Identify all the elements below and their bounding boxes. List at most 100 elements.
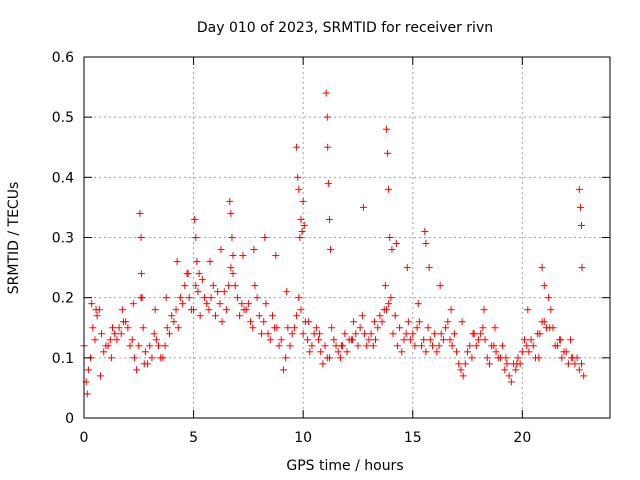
data-point (389, 330, 397, 338)
data-point (540, 282, 548, 290)
data-point (391, 312, 399, 320)
data-point (458, 318, 466, 326)
data-point (415, 318, 423, 326)
data-point (507, 378, 515, 386)
data-point (137, 234, 145, 241)
tick-layer: 0 0.1 0.2 0.3 0.4 0.5 0.6 0 5 10 15 20 (52, 50, 610, 446)
data-point (268, 312, 276, 320)
y-tick-label: 0.1 (52, 351, 74, 367)
data-point (365, 336, 373, 344)
data-point (435, 342, 443, 350)
data-point (402, 330, 410, 338)
y-tick-label: 0 (65, 411, 74, 427)
data-point (295, 294, 303, 302)
data-point (479, 324, 487, 332)
data-point (576, 203, 584, 211)
data-point (212, 312, 219, 320)
data-point (240, 306, 248, 314)
data-point (472, 342, 480, 350)
data-point (275, 342, 283, 350)
data-point (157, 354, 165, 362)
data-point (319, 360, 327, 368)
data-point (277, 336, 285, 344)
data-point (371, 336, 379, 344)
data-point (316, 330, 324, 338)
data-point (499, 342, 507, 350)
data-point (431, 330, 439, 338)
data-point (195, 270, 203, 278)
data-point (442, 324, 450, 332)
data-point (348, 336, 356, 344)
data-point (194, 288, 202, 296)
data-point (403, 264, 411, 272)
data-point (439, 336, 447, 344)
data-point (418, 342, 426, 350)
data-point (323, 354, 331, 362)
data-point (356, 324, 364, 332)
data-point (283, 288, 291, 296)
data-point (286, 342, 294, 350)
data-point (502, 354, 510, 362)
data-point (297, 306, 305, 314)
data-point (89, 324, 97, 332)
data-point (567, 336, 575, 344)
data-point (305, 318, 313, 326)
data-point (538, 264, 546, 272)
data-point (461, 360, 469, 368)
data-point (447, 306, 455, 314)
data-point (106, 336, 114, 344)
data-point (294, 173, 302, 181)
data-point (192, 234, 200, 241)
data-point (422, 240, 430, 248)
data-point (534, 330, 542, 338)
data-point (108, 324, 116, 332)
data-point (83, 390, 91, 398)
data-point (165, 330, 173, 338)
data-point (179, 300, 187, 308)
data-point (322, 89, 330, 97)
data-point (382, 125, 390, 133)
data-point (129, 300, 137, 308)
data-point (128, 336, 136, 344)
data-point (205, 306, 213, 314)
data-point (207, 294, 215, 302)
data-point (505, 372, 513, 380)
data-point (450, 330, 458, 338)
data-point (483, 354, 491, 362)
data-point (421, 227, 429, 235)
data-point (392, 240, 400, 248)
data-point (480, 306, 488, 314)
x-tick-label: 15 (404, 430, 422, 446)
data-point (126, 342, 134, 350)
data-point (304, 336, 312, 344)
data-point (564, 360, 572, 368)
data-point (214, 288, 222, 296)
data-point (181, 282, 189, 290)
data-point (118, 306, 126, 314)
data-point (233, 294, 241, 302)
data-point (407, 336, 415, 344)
data-point (503, 360, 511, 368)
data-point (359, 203, 367, 211)
data-point (325, 215, 333, 223)
data-point (330, 336, 338, 344)
data-point (501, 366, 509, 374)
data-point (151, 306, 159, 314)
data-point (378, 318, 386, 326)
data-point (523, 342, 531, 350)
data-point (352, 330, 360, 338)
data-point (578, 221, 586, 229)
data-point (185, 294, 193, 302)
data-point (306, 348, 314, 356)
data-point (518, 348, 526, 356)
data-point (92, 306, 100, 314)
data-point (284, 324, 292, 332)
data-point (184, 270, 192, 278)
data-point (341, 330, 349, 338)
data-point (321, 342, 329, 350)
data-point (140, 360, 148, 368)
data-point (512, 366, 520, 374)
data-point (578, 264, 586, 272)
data-point (384, 149, 392, 157)
data-point (551, 342, 559, 350)
